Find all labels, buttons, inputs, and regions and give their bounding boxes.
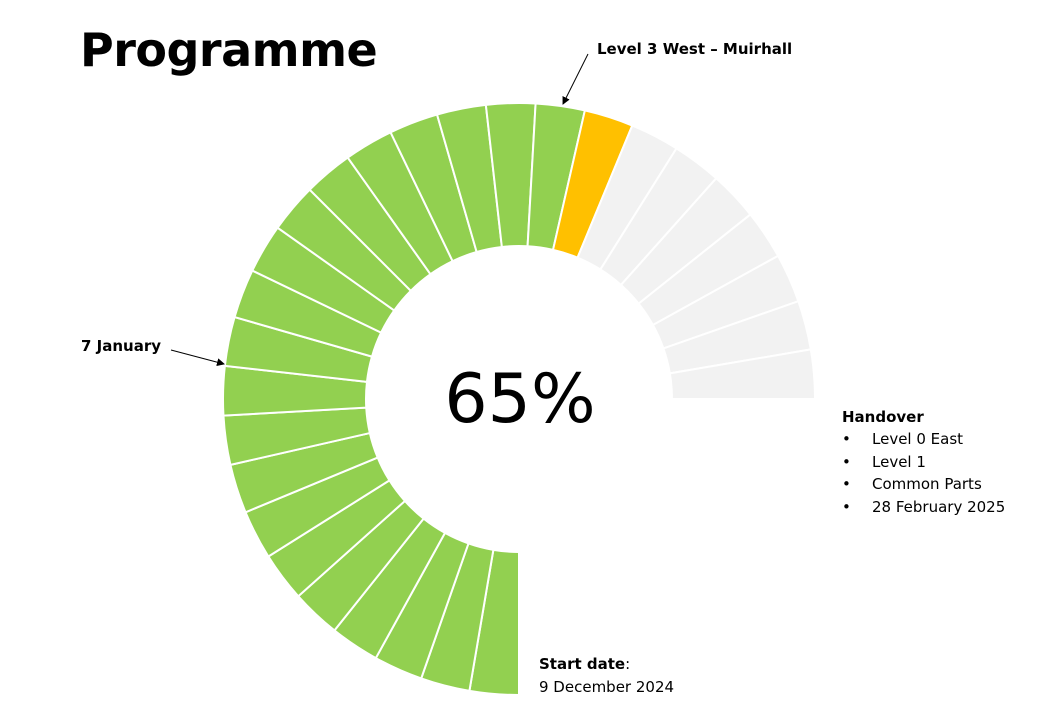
progress-percentage: 65% — [444, 360, 596, 439]
bullet-icon: • — [842, 452, 851, 471]
ring-segment-remaining — [668, 348, 817, 400]
handover-item: • 28 February 2025 — [842, 496, 1005, 519]
january-marker-label: 7 January — [81, 337, 162, 355]
handover-item-text: Common Parts — [872, 475, 982, 493]
callout-arrows — [170, 53, 589, 367]
handover-item: • Common Parts — [842, 473, 1005, 496]
handover-item: • Level 1 — [842, 451, 1005, 474]
start-date-value: 9 December 2024 — [539, 678, 675, 696]
bullet-icon: • — [842, 430, 851, 448]
start-date-label: Start date — [539, 655, 626, 673]
current-milestone-label: Level 3 West – Muirhall — [597, 40, 793, 58]
start-date-block: Start date: 9 December 2024 — [539, 653, 674, 699]
handover-item-text: Level 1 — [872, 452, 926, 471]
page-title: Programme — [80, 23, 378, 77]
callout-arrow-january — [170, 349, 225, 367]
handover-list: • Level 0 East • Level 1 • Common Parts • 28… — [842, 428, 1005, 518]
handover-item-text: Level 0 East — [872, 430, 964, 448]
callout-arrow-milestone — [562, 53, 589, 105]
start-date-colon: : — [625, 655, 631, 673]
bullet-icon: • — [842, 497, 851, 516]
handover-panel: Handover • Level 0 East • Level 1 • Common … — [842, 406, 1005, 518]
bullet-icon: • — [842, 475, 851, 493]
handover-item: • Level 0 East — [842, 428, 1005, 451]
handover-item-text: 28 February 2025 — [872, 497, 1006, 516]
handover-heading: Handover — [842, 408, 924, 426]
